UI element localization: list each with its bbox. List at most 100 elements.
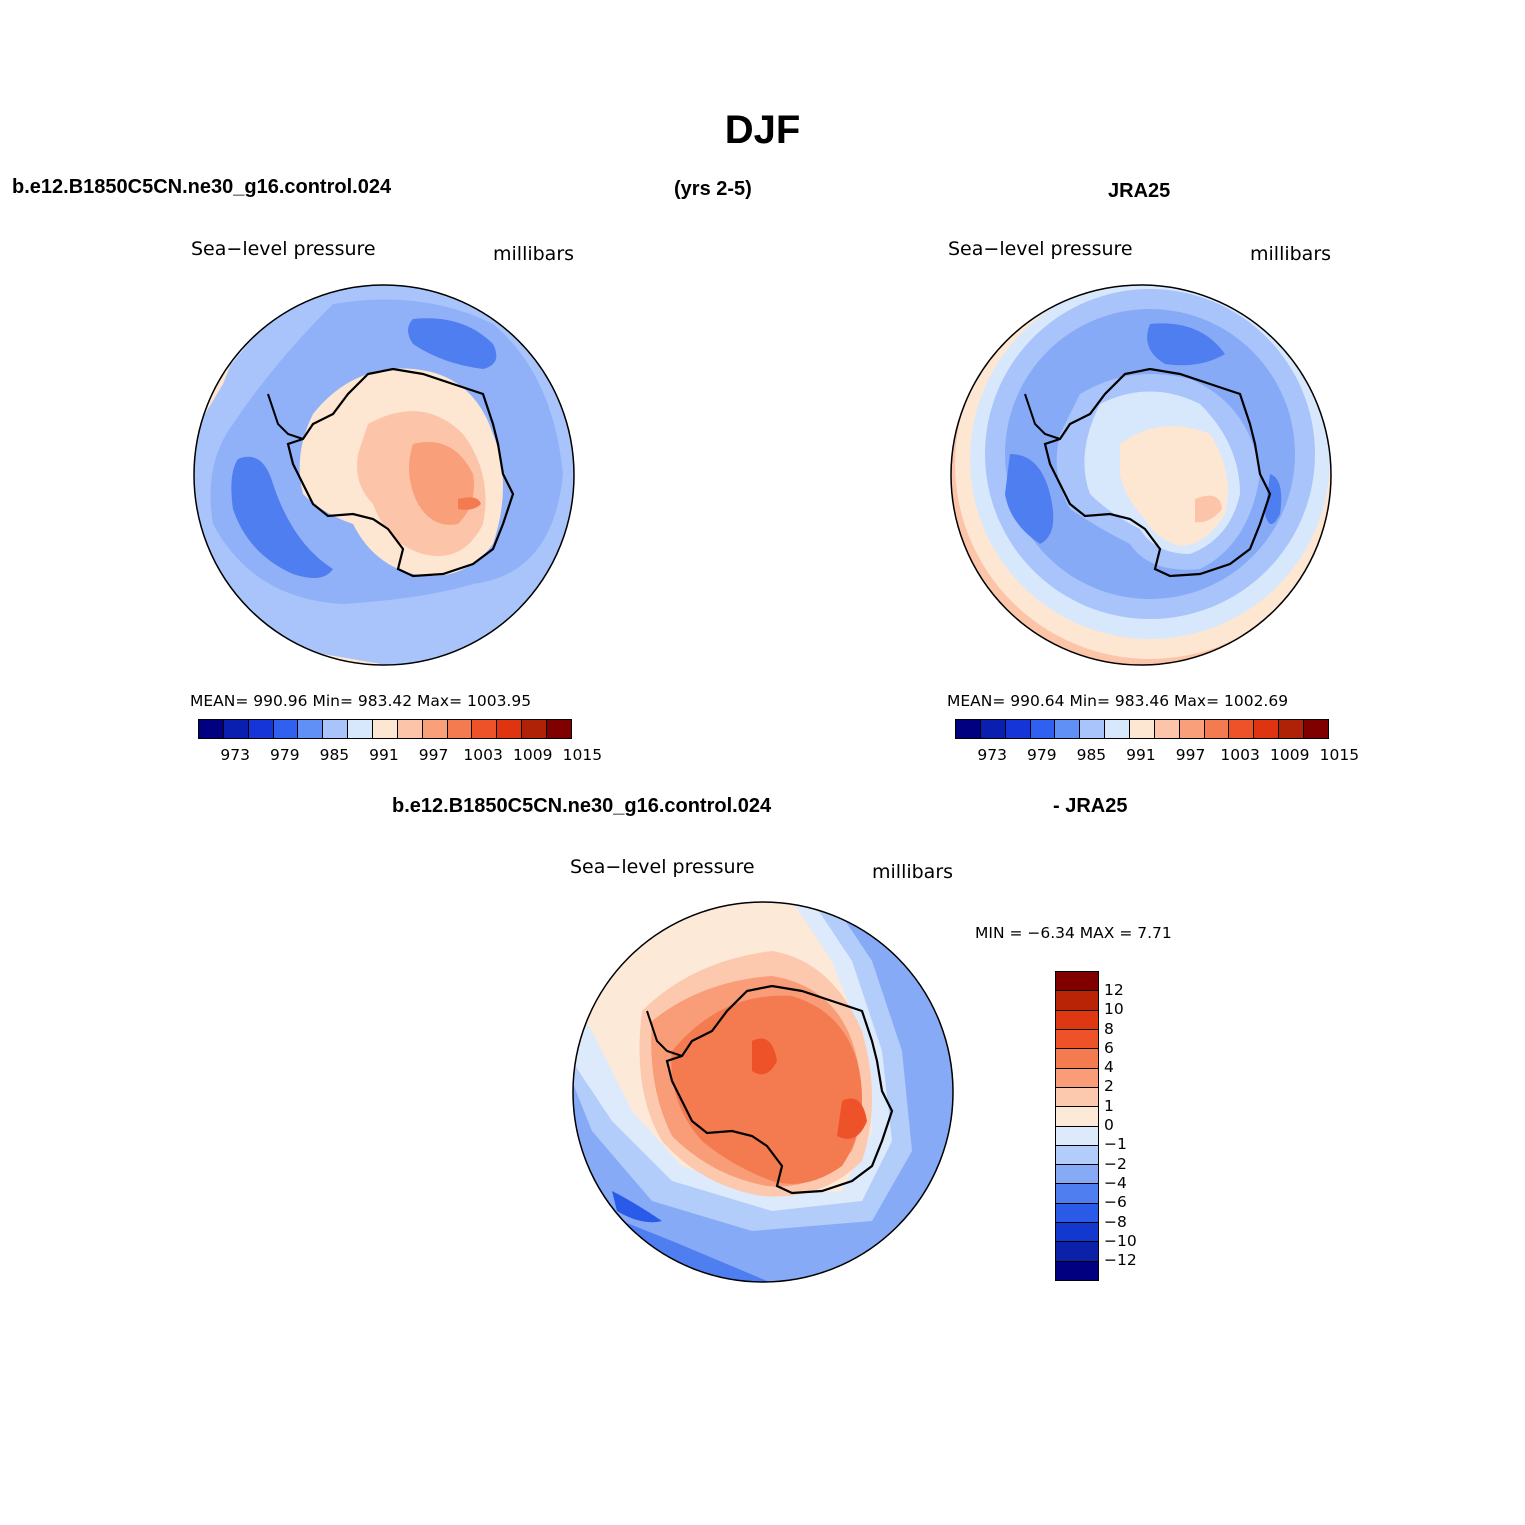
obs-contour-low-e — [1265, 474, 1282, 524]
model-colorbar-tick-label: 973 — [220, 746, 250, 764]
model-colorbar-box — [373, 720, 398, 738]
diff-colorbar-box — [1056, 1242, 1098, 1262]
obs-colorbar-box — [1279, 720, 1305, 738]
model-colorbar-tick-label: 1015 — [562, 746, 603, 764]
obs-units-label: millibars — [1250, 243, 1332, 265]
obs-map-border — [950, 284, 1332, 666]
model-peninsula-coast — [267, 393, 304, 440]
obs-colorbar-ticks: 973 979 985 991 997 1003 1009 1015 — [967, 746, 1364, 764]
model-stats: MEAN= 990.96 Min= 983.42 Max= 1003.95 — [190, 692, 532, 710]
model-colorbar-box — [348, 720, 374, 738]
diff-colorbar-box — [1056, 1223, 1098, 1243]
diff-colorbar-box — [1056, 1107, 1098, 1127]
obs-polar-map — [950, 284, 1332, 666]
diff-colorbar-tick-label: 1 — [1104, 1096, 1114, 1115]
model-colorbar-box — [199, 720, 224, 738]
obs-colorbar-tick-label: 1015 — [1319, 746, 1360, 764]
obs-colorbar-tick-label: 1009 — [1270, 746, 1310, 764]
diff-colorbar — [1055, 971, 1099, 1281]
model-antarctica-coastline — [286, 367, 515, 578]
obs-name-header: JRA25 — [1108, 180, 1171, 202]
obs-colorbar-box — [1055, 720, 1081, 738]
model-contour-low-w — [231, 456, 333, 578]
model-colorbar-tick-label: 1009 — [513, 746, 553, 764]
diff-colorbar-ticks: 12 10 8 6 4 2 1 0 −1 −2 −4 −6 −8 −10 −12 — [1104, 981, 1137, 1270]
diff-map-border — [572, 901, 954, 1283]
model-colorbar — [198, 719, 572, 739]
model-colorbar-box — [223, 720, 249, 738]
model-colorbar-box — [422, 720, 448, 738]
model-polar-map — [193, 284, 575, 666]
model-colorbar-box — [547, 720, 571, 738]
obs-colorbar — [955, 719, 1329, 739]
diff-colorbar-box — [1056, 991, 1098, 1011]
obs-colorbar-tick-label: 979 — [1026, 746, 1057, 764]
model-contour-plateau-core — [409, 442, 474, 525]
model-colorbar-tick-label: 1003 — [463, 746, 503, 764]
diff-colorbar-box — [1056, 1087, 1098, 1108]
diff-colorbar-tick-label: 8 — [1104, 1019, 1114, 1038]
obs-colorbar-box — [956, 720, 981, 738]
obs-contour-low-w — [1005, 454, 1054, 544]
obs-colorbar-box — [1030, 720, 1056, 738]
diff-colorbar-tick-label: −8 — [1104, 1212, 1127, 1231]
diff-colorbar-tick-label: −12 — [1104, 1251, 1137, 1270]
diff-colorbar-box — [1056, 1126, 1098, 1146]
model-colorbar-box — [397, 720, 423, 738]
model-colorbar-tick-label: 979 — [269, 746, 300, 764]
obs-variable-label: Sea−level pressure — [948, 238, 1133, 260]
model-colorbar-tick-label: 997 — [418, 746, 449, 764]
diff-antarctica-coastline — [665, 984, 894, 1195]
diff-units-label: millibars — [872, 861, 954, 883]
diff-colorbar-tick-label: 12 — [1104, 981, 1124, 999]
diff-case-header: b.e12.B1850C5CN.ne30_g16.control.024 — [392, 795, 772, 817]
obs-contour-max — [1195, 495, 1222, 523]
diff-colorbar-tick-label: 4 — [1104, 1058, 1114, 1077]
diff-colorbar-tick-label: −1 — [1104, 1135, 1127, 1154]
obs-colorbar-box — [1130, 720, 1155, 738]
diff-colorbar-box — [1056, 1049, 1098, 1069]
model-contour-low-ne — [408, 318, 497, 369]
obs-contour-low-n — [1147, 323, 1225, 366]
model-colorbar-ticks: 973 979 985 991 997 1003 1009 1015 — [210, 746, 607, 764]
diff-colorbar-box — [1056, 1068, 1098, 1088]
obs-colorbar-box — [1204, 720, 1230, 738]
model-contour-max — [458, 497, 481, 510]
obs-colorbar-box — [980, 720, 1006, 738]
diff-colorbar-box — [1056, 1010, 1098, 1030]
obs-colorbar-tick-label: 973 — [977, 746, 1007, 764]
diff-colorbar-box — [1056, 1145, 1098, 1166]
diff-colorbar-tick-label: −10 — [1104, 1231, 1137, 1250]
diff-colorbar-box — [1056, 1184, 1098, 1204]
diff-colorbar-tick-label: −4 — [1104, 1173, 1127, 1192]
model-colorbar-box — [273, 720, 299, 738]
model-colorbar-box — [522, 720, 548, 738]
diff-colorbar-tick-label: −6 — [1104, 1193, 1127, 1212]
model-colorbar-box — [472, 720, 498, 738]
diff-colorbar-box — [1056, 1261, 1098, 1280]
diff-colorbar-box — [1056, 972, 1098, 992]
diff-colorbar-tick-label: −2 — [1104, 1154, 1127, 1173]
diff-polar-map — [572, 901, 954, 1283]
diff-contour-pos8-b — [837, 1098, 867, 1139]
years-header: (yrs 2-5) — [674, 178, 752, 200]
diff-contour-min — [612, 1191, 662, 1223]
obs-peninsula-coast — [1024, 393, 1061, 440]
diff-colorbar-tick-label: 2 — [1104, 1077, 1114, 1096]
diff-colorbar-tick-label: 10 — [1104, 1000, 1124, 1019]
model-colorbar-box — [497, 720, 523, 738]
obs-colorbar-box — [1254, 720, 1280, 738]
obs-colorbar-tick-label: 991 — [1126, 746, 1156, 764]
diff-obs-header: - JRA25 — [1053, 795, 1128, 817]
model-colorbar-tick-label: 991 — [369, 746, 399, 764]
obs-colorbar-box — [1080, 720, 1106, 738]
obs-colorbar-tick-label: 997 — [1175, 746, 1206, 764]
obs-colorbar-box — [1154, 720, 1180, 738]
page-title: DJF — [724, 108, 801, 152]
obs-colorbar-box — [1304, 720, 1328, 738]
model-colorbar-box — [298, 720, 324, 738]
model-variable-label: Sea−level pressure — [191, 238, 376, 260]
diff-colorbar-box — [1056, 1203, 1098, 1224]
diff-contour-pos6 — [671, 995, 862, 1184]
diff-colorbar-box — [1056, 1029, 1098, 1050]
